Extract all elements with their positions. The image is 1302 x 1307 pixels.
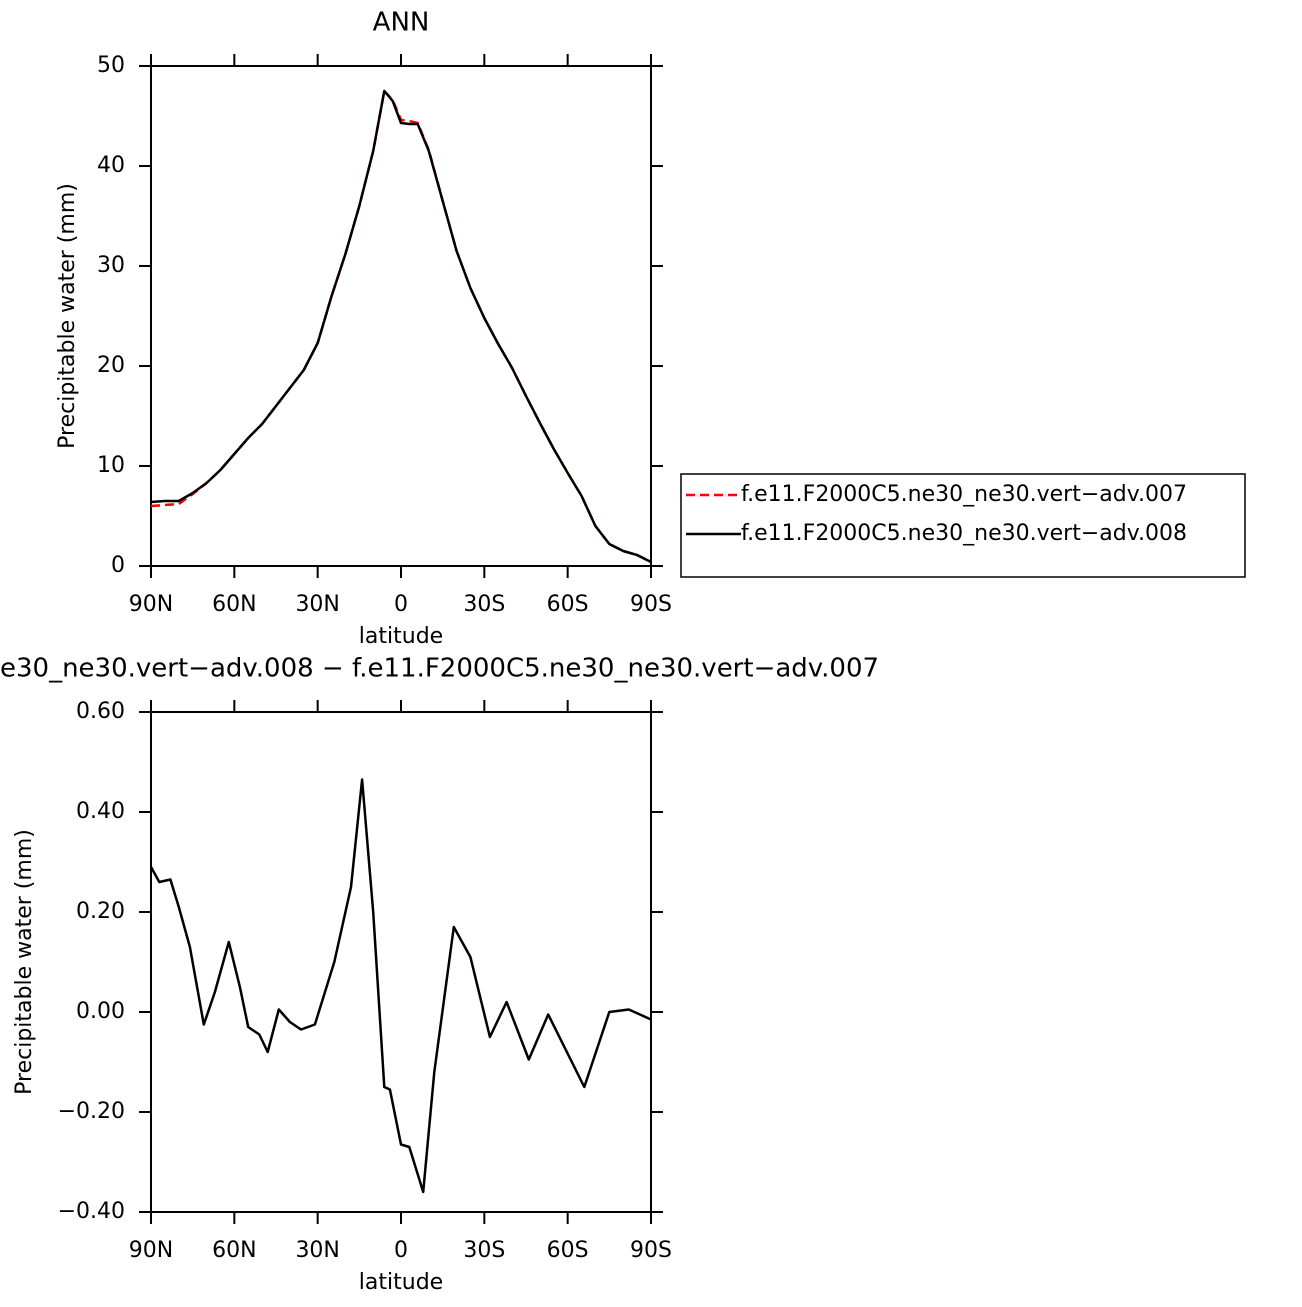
legend-box	[680, 473, 1246, 578]
y-axis-label: Precipitable water (mm)	[55, 183, 80, 449]
x-tick-label: 90S	[630, 1238, 672, 1263]
plot-frame	[150, 65, 652, 567]
series-line	[149, 778, 652, 1194]
series-line	[150, 89, 652, 564]
y-tick-label: 10	[97, 453, 125, 478]
y-tick-label: 0	[111, 553, 125, 578]
y-tick-label: 0.00	[76, 999, 125, 1024]
y-tick-label: −0.40	[58, 1199, 125, 1224]
chart-title: e30_ne30.vert−adv.008 − f.e11.F2000C5.ne…	[0, 654, 879, 684]
x-axis-label: latitude	[359, 624, 443, 649]
y-axis-label: Precipitable water (mm)	[12, 829, 37, 1095]
x-tick-label: 90S	[630, 592, 672, 617]
x-tick-label: 30S	[463, 592, 505, 617]
legend-label: f.e11.F2000C5.ne30_ne30.vert−adv.008	[741, 521, 1187, 546]
x-tick-label: 90N	[129, 1238, 173, 1263]
x-tick-label: 30N	[295, 592, 339, 617]
y-tick-label: 40	[97, 153, 125, 178]
x-tick-label: 60S	[547, 1238, 589, 1263]
y-tick-label: 50	[97, 53, 125, 78]
plot-frame	[150, 711, 652, 1213]
x-tick-label: 30S	[463, 1238, 505, 1263]
y-tick-label: 30	[97, 253, 125, 278]
legend-label: f.e11.F2000C5.ne30_ne30.vert−adv.007	[741, 482, 1187, 507]
x-tick-label: 30N	[295, 1238, 339, 1263]
x-tick-label: 60S	[547, 592, 589, 617]
y-tick-label: 0.40	[76, 799, 125, 824]
series-line	[150, 89, 652, 564]
x-tick-label: 90N	[129, 592, 173, 617]
y-tick-label: −0.20	[58, 1099, 125, 1124]
x-tick-label: 60N	[212, 592, 256, 617]
x-tick-label: 0	[394, 1238, 408, 1263]
chart-title: ANN	[373, 8, 430, 38]
x-tick-label: 60N	[212, 1238, 256, 1263]
x-axis-label: latitude	[359, 1270, 443, 1295]
y-tick-label: 0.60	[76, 699, 125, 724]
y-tick-label: 0.20	[76, 899, 125, 924]
x-tick-label: 0	[394, 592, 408, 617]
y-tick-label: 20	[97, 353, 125, 378]
